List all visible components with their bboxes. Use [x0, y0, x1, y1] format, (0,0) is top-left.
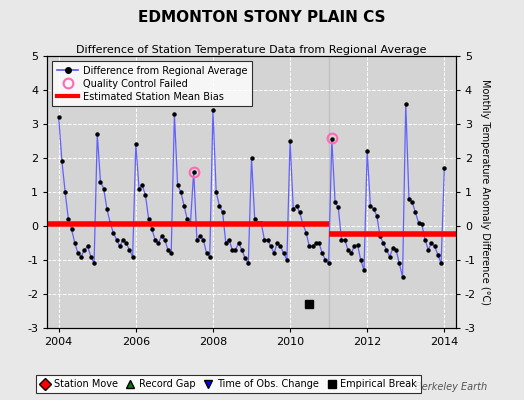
Y-axis label: Monthly Temperature Anomaly Difference (°C): Monthly Temperature Anomaly Difference (…: [480, 79, 490, 305]
Legend: Station Move, Record Gap, Time of Obs. Change, Empirical Break: Station Move, Record Gap, Time of Obs. C…: [36, 375, 421, 393]
Legend: Difference from Regional Average, Quality Control Failed, Estimated Station Mean: Difference from Regional Average, Qualit…: [52, 61, 253, 106]
Text: EDMONTON STONY PLAIN CS: EDMONTON STONY PLAIN CS: [138, 10, 386, 25]
Title: Difference of Station Temperature Data from Regional Average: Difference of Station Temperature Data f…: [77, 45, 427, 55]
Text: Berkeley Earth: Berkeley Earth: [415, 382, 487, 392]
